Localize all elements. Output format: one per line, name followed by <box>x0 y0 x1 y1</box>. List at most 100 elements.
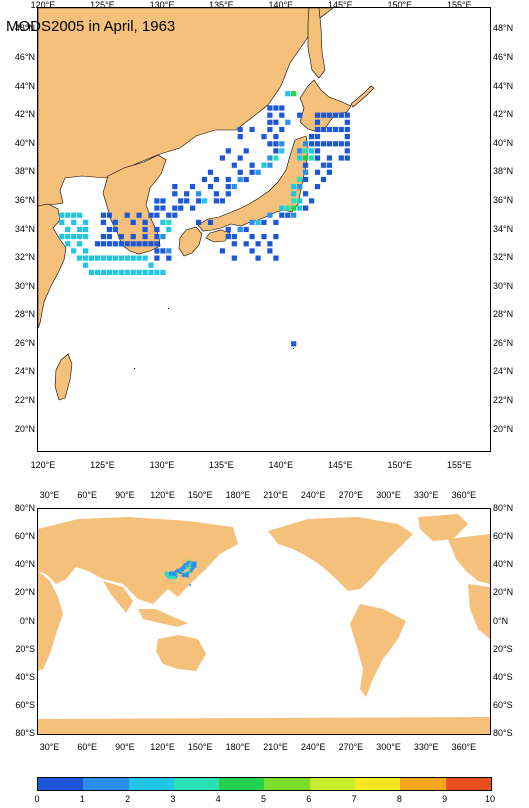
lon-tick-label: 150°E <box>187 490 213 500</box>
taiwan-island <box>54 353 73 401</box>
observation-cell <box>130 234 136 240</box>
observation-cell <box>190 184 196 190</box>
colorbar-label: 4 <box>215 794 221 804</box>
lon-tick-label: 125°E <box>90 0 115 10</box>
observation-cell <box>267 155 273 161</box>
observation-cell <box>243 226 249 233</box>
observation-cell <box>314 141 321 147</box>
observation-cell <box>326 155 332 161</box>
global-observation-cell <box>184 568 186 570</box>
observation-cell <box>297 155 303 161</box>
observation-cell <box>332 141 338 147</box>
observation-cell <box>160 248 166 254</box>
observation-cell <box>213 191 219 197</box>
lat-tick-label: 30°N <box>493 280 514 291</box>
lon-tick-label: 360°E <box>451 490 477 500</box>
lon-tick-label: 120°E <box>30 0 56 10</box>
colorbar-label: 3 <box>170 794 176 804</box>
observation-cell <box>94 269 101 275</box>
observation-cell <box>172 191 178 197</box>
lat-tick-label: 26°N <box>493 337 514 348</box>
colorbar-segment <box>219 778 265 790</box>
observation-cell <box>65 241 71 247</box>
observation-cell <box>285 205 291 211</box>
lat-tick-label: 20°N <box>493 423 514 434</box>
observation-cell <box>160 234 166 240</box>
observation-cell <box>190 205 196 211</box>
global-observation-cell <box>182 574 185 576</box>
colorbar-label: 7 <box>351 794 357 804</box>
global-map[interactable] <box>37 508 491 735</box>
observation-cell <box>154 205 160 211</box>
lon-tick-label: 300°E <box>376 742 401 752</box>
colorbar-label: 1 <box>79 794 85 804</box>
observation-cell <box>118 255 124 261</box>
observation-cell <box>65 226 71 233</box>
observation-cell <box>291 205 297 211</box>
colorbar-label: 5 <box>260 794 267 804</box>
lon-tick-label: 240°E <box>300 742 326 752</box>
observation-cell <box>77 255 83 261</box>
lat-tick-label: 28°N <box>493 309 514 320</box>
observation-cell <box>320 176 327 183</box>
observation-cell <box>344 155 350 161</box>
observation-cell <box>59 234 65 240</box>
observation-cell <box>237 155 243 161</box>
lon-tick-label: 270°E <box>338 490 364 500</box>
observation-cell <box>267 241 273 247</box>
global-observation-cell <box>184 563 187 565</box>
observation-cell <box>279 105 285 111</box>
observation-cell <box>314 112 321 118</box>
observation-cell <box>261 162 267 168</box>
global-observation-cell <box>189 561 192 564</box>
observation-cell <box>94 241 101 247</box>
observation-cell <box>297 148 303 154</box>
observation-cell <box>59 219 65 225</box>
observation-cell <box>166 255 172 261</box>
lon-tick-label: 155°E <box>446 0 472 10</box>
lon-tick-label: 330°E <box>413 490 439 500</box>
lat-tick-label: 60°N <box>493 531 514 542</box>
observation-cells <box>59 91 350 347</box>
asia-mainland <box>38 8 334 209</box>
global-land-layer <box>38 514 490 734</box>
observation-cell <box>291 212 297 218</box>
observation-cell <box>249 219 255 225</box>
lat-tick-label: 20°N <box>493 587 514 598</box>
colorbar-segment <box>173 778 220 790</box>
lat-tick-label: 42°N <box>14 109 35 120</box>
observation-cell <box>231 241 237 247</box>
observation-cell <box>118 241 124 247</box>
observation-cell <box>142 241 148 247</box>
observation-cell <box>172 212 178 218</box>
observation-cell <box>172 205 178 211</box>
lat-tick-label: 24°N <box>493 366 514 377</box>
observation-cell <box>320 126 327 133</box>
global-observation-cell <box>185 567 188 569</box>
global-observation-cell <box>181 565 184 568</box>
lon-tick-label: 145°E <box>328 0 353 10</box>
observation-cell <box>332 112 338 118</box>
lat-tick-label: 22°N <box>493 394 514 405</box>
observation-cell <box>112 219 118 225</box>
observation-cell <box>219 198 225 204</box>
observation-cell <box>154 255 160 261</box>
regional-map[interactable] <box>37 7 491 452</box>
lon-tick-label: 90°E <box>115 742 135 752</box>
lon-tick-label: 150°E <box>387 0 413 10</box>
lat-tick-label: 40°N <box>493 559 514 570</box>
observation-cell <box>148 269 154 275</box>
observation-cell <box>303 162 309 168</box>
lat-tick-label: 28°N <box>14 309 35 320</box>
lat-tick-label: 60°N <box>14 531 35 542</box>
observation-cell <box>136 212 142 218</box>
observation-cell <box>273 234 279 240</box>
observation-cell <box>77 234 83 240</box>
observation-cell <box>267 119 273 125</box>
lat-tick-label: 20°N <box>14 423 35 434</box>
observation-cell <box>59 212 65 218</box>
indonesia <box>138 609 188 627</box>
observation-cell <box>106 269 112 275</box>
lon-tick-label: 120°E <box>150 742 175 752</box>
observation-cell <box>219 248 225 254</box>
